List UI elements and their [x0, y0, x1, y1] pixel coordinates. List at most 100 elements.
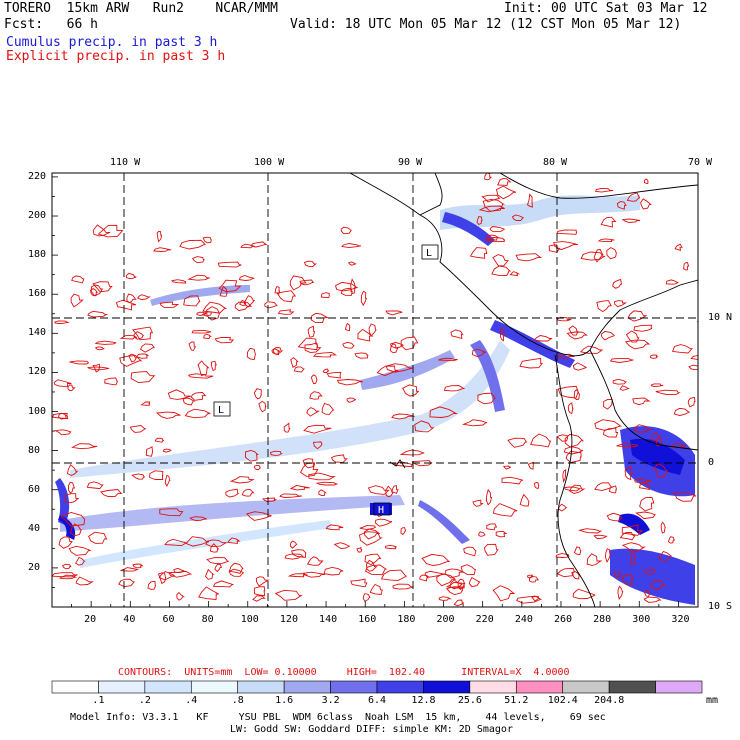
precip-contour [594, 187, 614, 193]
x-tick-label: 200 [436, 614, 455, 625]
precip-contour [92, 281, 113, 293]
precip-contour [705, 256, 709, 262]
precip-contour [515, 253, 542, 262]
precip-contour [318, 489, 327, 496]
precip-contour [255, 576, 270, 587]
precip-contour [586, 553, 603, 566]
precip-contour [719, 427, 733, 430]
precip-contour [71, 443, 98, 450]
low-marker-2: L [426, 248, 432, 259]
precip-contour [155, 411, 181, 419]
colorbar-label: .4 [185, 695, 198, 706]
y-tick-label: 200 [28, 210, 47, 221]
precip-contour [389, 341, 404, 349]
precip-contour [621, 574, 634, 586]
precip-contour [369, 583, 383, 595]
precip-contour [478, 531, 486, 537]
precip-contour [214, 563, 223, 573]
precip-contour [562, 468, 567, 484]
precip-contour [471, 348, 487, 358]
precip-contour [88, 531, 108, 544]
colorbar-swatch [376, 680, 424, 694]
precip-contour [276, 290, 297, 303]
precip-contour [170, 279, 187, 284]
physics-info: LW: Godd SW: Goddard DIFF: simple KM: 2D… [230, 724, 513, 735]
precip-contour [284, 553, 305, 560]
precip-contour [492, 254, 509, 267]
precip-contour [53, 379, 72, 388]
precip-contour [617, 585, 624, 601]
precip-contour [736, 218, 740, 230]
precip-contour [564, 433, 585, 448]
precip-contour [655, 436, 663, 447]
precip-contour [238, 275, 255, 281]
precip-contour [485, 234, 500, 241]
precip-contour [643, 596, 662, 603]
precip-contour [191, 330, 212, 334]
y-tick-label: 220 [28, 170, 47, 182]
precip-contour [94, 346, 105, 351]
precip-contour [320, 292, 330, 299]
precip-contour [492, 503, 518, 517]
colorbar-swatch [469, 680, 517, 694]
precip-contour [75, 576, 94, 586]
colorbar-label: 102.4 [547, 695, 578, 706]
precip-contour [688, 364, 698, 371]
colorbar [51, 680, 703, 694]
precip-contour [185, 536, 210, 547]
precip-contour [495, 531, 508, 538]
precip-contour [303, 424, 332, 434]
precip-contour [531, 595, 540, 602]
precip-contour [258, 400, 267, 413]
precip-contour [201, 311, 212, 317]
precip-contour [204, 568, 215, 580]
colorbar-unit: mm [706, 695, 719, 706]
precip-contour [162, 448, 172, 453]
precip-contour [609, 357, 634, 363]
precip-contour [58, 412, 68, 420]
precip-contour [310, 374, 318, 385]
precip-contour [380, 569, 407, 581]
precip-contour [624, 339, 651, 350]
precip-contour [225, 488, 240, 498]
precip-contour [136, 353, 149, 359]
precip-contour [621, 524, 643, 536]
colorbar-label: 6.4 [368, 695, 387, 706]
precip-contour [94, 340, 117, 345]
precip-contour [104, 377, 119, 386]
precip-contour [495, 185, 517, 200]
precip-contour [736, 505, 740, 514]
precip-contour [567, 402, 574, 415]
precip-contour [491, 265, 512, 277]
x-tick-label: 260 [553, 614, 573, 625]
precip-contour [309, 391, 323, 400]
precip-contour [445, 568, 464, 579]
precip-contour [375, 518, 393, 527]
precip-contour [519, 493, 530, 507]
precip-contour [624, 466, 633, 481]
precip-contour [206, 557, 229, 565]
precip-contour [245, 450, 259, 462]
precip-contour [125, 272, 137, 279]
precip-contour [461, 419, 488, 427]
low-marker-box-2 [421, 244, 439, 260]
precip-contour [203, 333, 212, 340]
precip-contour [414, 420, 435, 433]
precip-contour [445, 586, 464, 595]
precip-contour [364, 553, 382, 566]
precip-contour [385, 363, 414, 373]
precip-contour [58, 536, 73, 549]
x-tick-label: 240 [514, 614, 533, 625]
precip-contour [606, 512, 623, 522]
colorbar-swatch [237, 680, 285, 694]
precip-contour [696, 321, 698, 323]
precip-contour [310, 312, 330, 324]
precip-contour [253, 388, 262, 400]
precip-contour [54, 320, 70, 324]
x-tick-label: 220 [475, 614, 494, 625]
precip-contour [344, 322, 351, 332]
precip-contour [507, 437, 528, 448]
precip-contour [597, 238, 615, 243]
precip-contour [571, 571, 580, 580]
precip-contour [164, 474, 171, 487]
